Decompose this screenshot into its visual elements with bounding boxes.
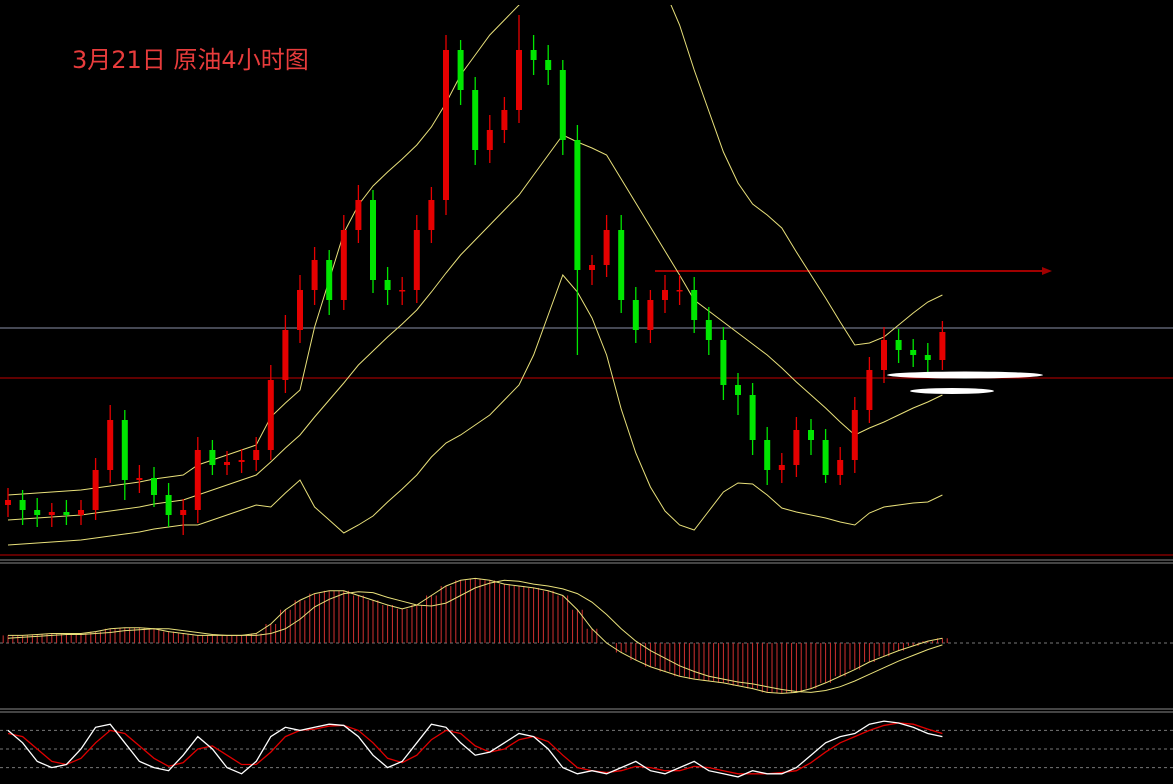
candle-body <box>691 290 698 320</box>
candle-body <box>443 50 449 200</box>
candle-body <box>545 60 552 70</box>
candle-body <box>486 130 493 150</box>
candle-body <box>764 440 771 470</box>
highlight-mark <box>910 388 994 394</box>
candle-body <box>793 430 800 465</box>
candle-body <box>165 495 172 515</box>
candle-body <box>676 290 683 292</box>
candle-body <box>384 280 391 290</box>
candle-body <box>413 230 420 290</box>
candle-body <box>355 200 362 230</box>
candle-body <box>340 230 347 300</box>
chart-title: 3月21日 原油4小时图 <box>72 46 309 74</box>
band-upper <box>7 5 943 496</box>
candle-body <box>121 420 128 480</box>
candle-body <box>107 420 114 470</box>
candle-body <box>924 355 931 360</box>
candle-body <box>735 385 741 395</box>
candle-body <box>151 478 157 495</box>
candle-body <box>370 200 376 280</box>
candle-body <box>662 290 668 300</box>
candle-body <box>881 340 887 370</box>
candle-body <box>910 350 917 355</box>
band-middle <box>7 134 943 521</box>
highlight-mark <box>887 371 1043 379</box>
band-lower <box>7 274 943 546</box>
stoch-panel <box>0 720 1173 778</box>
candle-body <box>311 260 318 290</box>
candle-body <box>501 110 508 130</box>
candle-body <box>472 90 479 150</box>
candle-body <box>808 430 814 440</box>
candle-body <box>720 340 727 385</box>
candle-body <box>92 470 99 510</box>
candle-body <box>282 330 289 380</box>
candle-body <box>399 290 406 292</box>
main-panel <box>0 5 1173 556</box>
candle-body <box>209 450 216 465</box>
arrow-head <box>1042 267 1052 275</box>
candle-body <box>516 50 522 110</box>
candle-body <box>63 512 70 515</box>
candle-body <box>136 478 143 480</box>
candle-body <box>194 450 201 510</box>
candle-body <box>34 510 41 515</box>
candle-body <box>267 380 274 450</box>
candle-body <box>224 462 230 465</box>
candle-body <box>705 320 712 340</box>
candle-body <box>428 200 435 230</box>
candle-body <box>48 512 55 515</box>
candle-body <box>939 332 946 360</box>
candle-body <box>457 50 464 90</box>
candle-body <box>837 460 844 475</box>
candle-body <box>238 460 245 462</box>
signal-line <box>7 579 943 693</box>
candle-body <box>603 230 610 265</box>
candle-body <box>19 500 26 510</box>
candle-body <box>778 465 785 470</box>
candle-body <box>822 440 829 475</box>
candle-body <box>632 300 639 330</box>
candle-body <box>851 410 858 460</box>
candle-body <box>253 450 260 460</box>
candle-body <box>574 140 581 270</box>
candle-body <box>326 260 333 300</box>
candle-body <box>866 370 873 410</box>
macd-panel <box>0 577 1173 694</box>
candle-body <box>5 500 11 505</box>
candle-body <box>647 300 654 330</box>
candle-body <box>180 510 187 515</box>
macd-line <box>8 577 943 694</box>
candle-body <box>749 395 756 440</box>
candle-body <box>589 265 595 270</box>
candle-body <box>297 290 303 330</box>
candle-body <box>78 510 84 515</box>
candle-body <box>559 70 566 140</box>
candle-body <box>618 230 625 300</box>
stoch-k <box>7 720 943 778</box>
candle-body <box>895 340 902 350</box>
candle-body <box>530 50 537 60</box>
